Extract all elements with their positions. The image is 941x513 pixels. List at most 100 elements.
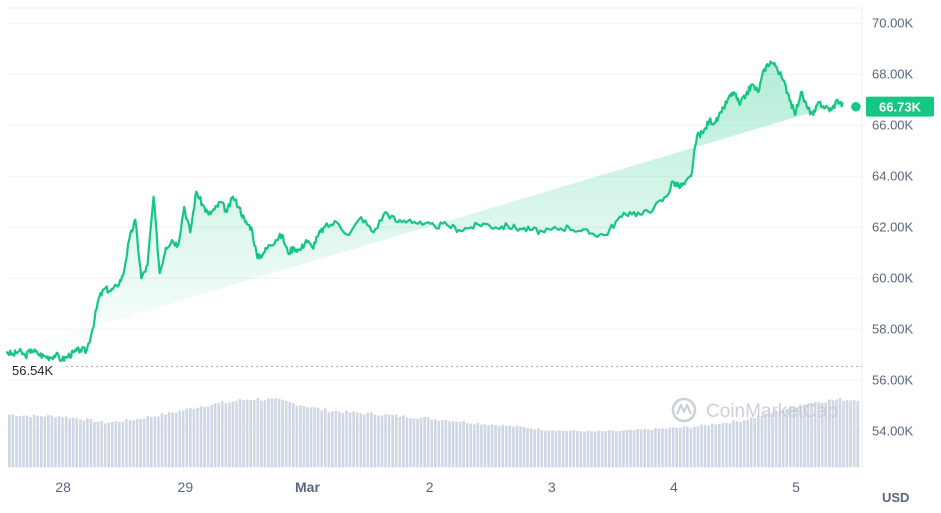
volume-bar (678, 427, 682, 467)
volume-bar (430, 419, 434, 467)
volume-bar (323, 408, 327, 467)
volume-bar (36, 415, 39, 467)
volume-bar (299, 405, 302, 467)
volume-bar (132, 420, 135, 467)
volume-bar (647, 429, 650, 467)
volume-bar (813, 402, 817, 467)
volume-bar (309, 407, 313, 467)
volume-bar (57, 416, 61, 467)
y-axis: 54.00K 56.00K 58.00K 60.00K 62.00K 64.00K 66.0… (872, 15, 914, 438)
volume-bar (604, 431, 607, 467)
volume-bar (86, 418, 89, 467)
volume-bar (196, 408, 199, 467)
currency-label: USD (882, 490, 909, 505)
volume-bar (267, 398, 270, 467)
volume-bar (831, 400, 835, 467)
volume-bar (508, 425, 512, 467)
y-tick-label: 64.00K (872, 168, 914, 183)
volume-bar (838, 398, 842, 467)
volume-bar (61, 417, 64, 467)
volume-bar (260, 400, 263, 467)
volume-bar (476, 422, 480, 467)
volume-bar (714, 424, 718, 467)
volume-bar (852, 399, 856, 467)
x-axis: 28 29 Mar 2 3 4 5 (55, 479, 800, 495)
volume-bar (451, 421, 455, 467)
volume-bar (405, 417, 409, 467)
volume-bar (707, 425, 710, 467)
y-tick-label: 68.00K (872, 66, 914, 81)
volume-bar (398, 416, 402, 467)
volume-bar (526, 428, 529, 467)
volume-bar (487, 425, 490, 467)
volume-bar (54, 417, 57, 467)
volume-bar (331, 411, 334, 467)
y-tick-label: 58.00K (872, 321, 914, 336)
volume-bar (753, 418, 757, 467)
volume-bar (224, 403, 228, 467)
volume-bar (142, 418, 146, 467)
volume-bar (561, 430, 565, 467)
volume-bar (423, 417, 426, 467)
volume-bar (657, 428, 661, 467)
y-tick-label: 54.00K (872, 423, 914, 438)
volume-bar (515, 425, 519, 467)
volume-bar (607, 430, 611, 467)
current-price-label: 66.73K (879, 100, 922, 115)
volume-bar (600, 431, 604, 467)
current-price-dot (849, 100, 863, 113)
volume-bar (519, 426, 522, 467)
volume-bar (590, 431, 593, 467)
volume-bar (231, 401, 235, 467)
volume-bar (75, 418, 79, 467)
volume-bar (622, 430, 625, 467)
volume-bar (210, 404, 213, 467)
volume-bar (505, 425, 508, 467)
volume-bar (462, 421, 465, 467)
watermark: CoinMarketCap (671, 397, 838, 423)
volume-bar (774, 410, 778, 467)
volume-bar (465, 423, 469, 467)
volume-bar (615, 431, 618, 467)
volume-bar (412, 418, 416, 467)
volume-bar (284, 400, 288, 467)
volume-bar (167, 411, 171, 467)
volume-bar (160, 413, 164, 467)
volume-bar (22, 415, 25, 467)
volume-bar (473, 424, 476, 467)
volume-bar (551, 430, 554, 467)
volume-bar (728, 423, 732, 467)
volume-bar (345, 410, 348, 467)
volume-bar (150, 416, 153, 467)
volume-bar (235, 401, 238, 467)
volume-bar (455, 421, 458, 467)
volume-bar (47, 415, 50, 467)
volume-bar (125, 419, 128, 467)
volume-bar (583, 432, 586, 467)
volume-bar (277, 398, 281, 467)
volume-bar (334, 410, 338, 467)
volume-bar (189, 408, 192, 467)
volume-bar (348, 412, 352, 467)
coinmarketcap-logo-icon (671, 397, 697, 423)
volume-bar (828, 399, 831, 467)
volume-bar (483, 424, 487, 467)
volume-bar (789, 406, 792, 467)
volume-bar (174, 412, 178, 467)
volume-bar (32, 414, 36, 467)
volume-bar (536, 428, 540, 467)
volume-bar (302, 405, 306, 467)
x-tick-label: 3 (548, 479, 556, 495)
volume-bar (359, 413, 363, 467)
volume-bar (725, 422, 728, 467)
volume-bar (654, 427, 657, 467)
volume-bar (110, 422, 114, 467)
volume-bar (796, 407, 799, 467)
volume-bar (100, 420, 103, 467)
volume-bar (781, 410, 785, 467)
volume-bar (735, 421, 739, 467)
volume-bar (842, 400, 845, 467)
volume-bar (416, 418, 419, 467)
volume-bar (139, 418, 142, 467)
volume-bar (228, 402, 231, 467)
